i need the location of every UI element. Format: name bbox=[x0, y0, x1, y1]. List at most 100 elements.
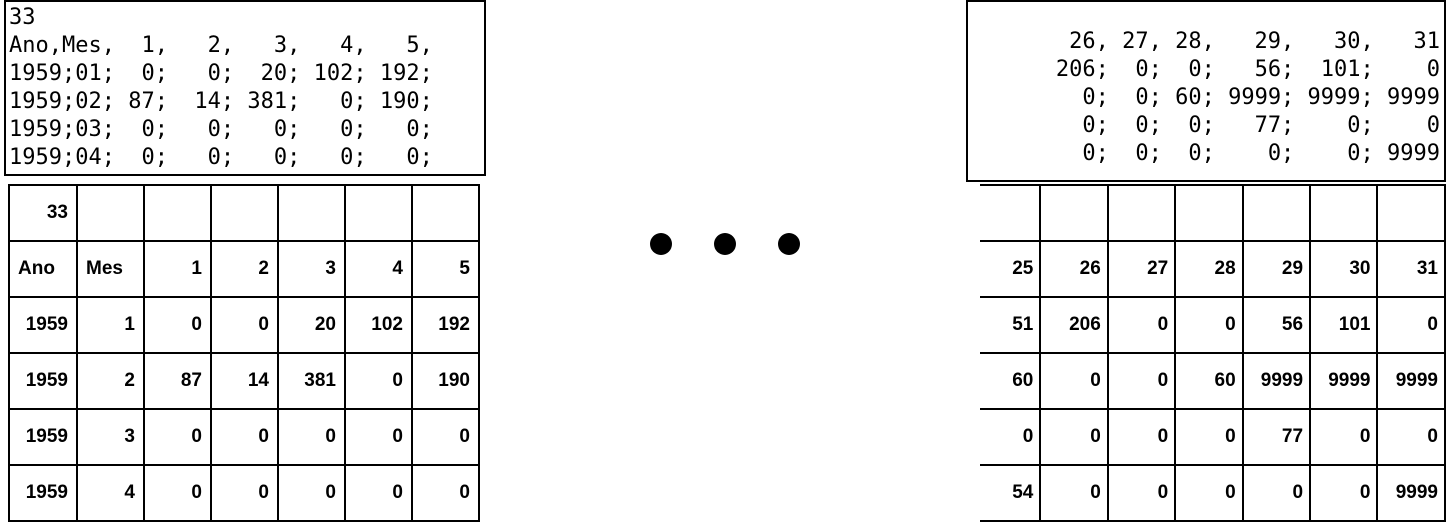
table-cell[interactable]: 27 bbox=[1108, 241, 1175, 297]
table-cell[interactable] bbox=[77, 185, 144, 241]
table-cell[interactable]: 0 bbox=[1310, 409, 1377, 465]
table-cell[interactable]: 29 bbox=[1243, 241, 1310, 297]
table-cell[interactable]: 9999 bbox=[1377, 353, 1445, 409]
table-cell[interactable]: 206 bbox=[1040, 297, 1107, 353]
table-cell[interactable]: 1959 bbox=[9, 409, 77, 465]
table-cell[interactable]: 0 bbox=[1377, 409, 1445, 465]
csv-line: 1959;04; 0; 0; 0; 0; 0; bbox=[9, 144, 484, 172]
table-cell[interactable]: 31 bbox=[1377, 241, 1445, 297]
table-cell[interactable] bbox=[1040, 185, 1107, 241]
table-cell[interactable] bbox=[1310, 185, 1377, 241]
table-cell[interactable]: 0 bbox=[412, 409, 479, 465]
table-cell[interactable] bbox=[211, 185, 278, 241]
table-cell[interactable]: 381 bbox=[278, 353, 345, 409]
table-cell[interactable]: 0 bbox=[1175, 465, 1242, 521]
table-cell[interactable]: 0 bbox=[278, 409, 345, 465]
table-cell[interactable]: 0 bbox=[345, 409, 412, 465]
table-cell[interactable] bbox=[980, 185, 1040, 241]
csv-line: 206; 0; 0; 56; 101; 0 bbox=[968, 56, 1440, 84]
table-cell[interactable]: 1959 bbox=[9, 465, 77, 521]
table-cell[interactable]: 0 bbox=[1108, 353, 1175, 409]
table-cell[interactable] bbox=[144, 185, 211, 241]
table-cell[interactable]: 20 bbox=[278, 297, 345, 353]
table-cell[interactable]: 54 bbox=[980, 465, 1040, 521]
table-cell[interactable]: 0 bbox=[144, 409, 211, 465]
table-cell[interactable] bbox=[412, 185, 479, 241]
table-cell[interactable]: 60 bbox=[980, 353, 1040, 409]
table-cell[interactable]: 3 bbox=[278, 241, 345, 297]
table-cell[interactable]: 0 bbox=[1310, 465, 1377, 521]
table-row: 1959 2 87 14 381 0 190 bbox=[9, 353, 479, 409]
table-cell[interactable] bbox=[1243, 185, 1310, 241]
table-row bbox=[980, 185, 1445, 241]
table-cell[interactable]: 0 bbox=[1243, 465, 1310, 521]
table-cell[interactable]: 0 bbox=[1040, 353, 1107, 409]
table-cell[interactable]: 28 bbox=[1175, 241, 1242, 297]
table-cell[interactable]: 0 bbox=[412, 465, 479, 521]
table-cell[interactable]: 0 bbox=[1108, 465, 1175, 521]
table-row: 60 0 0 60 9999 9999 9999 bbox=[980, 353, 1445, 409]
table-cell[interactable]: 0 bbox=[1377, 297, 1445, 353]
table-cell[interactable]: 30 bbox=[1310, 241, 1377, 297]
table-cell[interactable]: 102 bbox=[345, 297, 412, 353]
table-cell[interactable]: 1959 bbox=[9, 353, 77, 409]
table-cell[interactable]: 3 bbox=[77, 409, 144, 465]
table-cell[interactable]: 190 bbox=[412, 353, 479, 409]
table-cell[interactable]: Ano bbox=[9, 241, 77, 297]
table-cell[interactable]: Mes bbox=[77, 241, 144, 297]
ellipsis-icon bbox=[650, 222, 800, 266]
table-cell[interactable]: 0 bbox=[144, 465, 211, 521]
csv-line: 0; 0; 0; 0; 0; 9999 bbox=[968, 140, 1440, 168]
table-cell[interactable] bbox=[1108, 185, 1175, 241]
table-cell[interactable]: 0 bbox=[1108, 409, 1175, 465]
table-cell[interactable]: 0 bbox=[211, 409, 278, 465]
table-row: 54 0 0 0 0 0 9999 bbox=[980, 465, 1445, 521]
table-cell[interactable]: 192 bbox=[412, 297, 479, 353]
table-cell[interactable]: 51 bbox=[980, 297, 1040, 353]
table-cell[interactable]: 5 bbox=[412, 241, 479, 297]
table-cell[interactable]: 0 bbox=[211, 297, 278, 353]
table-cell[interactable]: 25 bbox=[980, 241, 1040, 297]
table-cell[interactable]: 0 bbox=[278, 465, 345, 521]
table-row: 51 206 0 0 56 101 0 bbox=[980, 297, 1445, 353]
table-cell[interactable]: 2 bbox=[211, 241, 278, 297]
table-cell[interactable]: 1959 bbox=[9, 297, 77, 353]
csv-line: 1959;01; 0; 0; 20; 102; 192; bbox=[9, 60, 484, 88]
table-cell[interactable]: 9999 bbox=[1243, 353, 1310, 409]
table-cell[interactable]: 4 bbox=[77, 465, 144, 521]
table-cell[interactable] bbox=[1175, 185, 1242, 241]
table-cell[interactable]: 4 bbox=[345, 241, 412, 297]
table-cell[interactable]: 33 bbox=[9, 185, 77, 241]
table-cell[interactable]: 2 bbox=[77, 353, 144, 409]
table-cell[interactable]: 0 bbox=[345, 465, 412, 521]
spreadsheet-right: 25 26 27 28 29 30 31 51 206 0 0 56 101 0… bbox=[980, 184, 1446, 522]
table-cell[interactable]: 0 bbox=[1040, 409, 1107, 465]
table-cell[interactable]: 0 bbox=[980, 409, 1040, 465]
spreadsheet-left: 33 Ano Mes 1 2 3 4 5 1959 1 0 0 20 102 1… bbox=[8, 184, 480, 522]
table-cell[interactable] bbox=[1377, 185, 1445, 241]
table-cell[interactable]: 26 bbox=[1040, 241, 1107, 297]
table-cell[interactable]: 101 bbox=[1310, 297, 1377, 353]
csv-line: 1959;02; 87; 14; 381; 0; 190; bbox=[9, 88, 484, 116]
table-cell[interactable]: 0 bbox=[144, 297, 211, 353]
table-cell[interactable]: 87 bbox=[144, 353, 211, 409]
table-cell[interactable] bbox=[278, 185, 345, 241]
table-cell[interactable]: 0 bbox=[1040, 465, 1107, 521]
table-cell[interactable]: 0 bbox=[1108, 297, 1175, 353]
table-cell[interactable]: 60 bbox=[1175, 353, 1242, 409]
table-cell[interactable]: 0 bbox=[1175, 297, 1242, 353]
table-cell[interactable]: 1 bbox=[144, 241, 211, 297]
table-row: 1959 4 0 0 0 0 0 bbox=[9, 465, 479, 521]
csv-text-left-content: 33 Ano,Mes, 1, 2, 3, 4, 5, 1959;01; 0; 0; … bbox=[6, 2, 484, 172]
table-cell[interactable]: 0 bbox=[1175, 409, 1242, 465]
table-cell[interactable]: 9999 bbox=[1377, 465, 1445, 521]
table-cell[interactable]: 14 bbox=[211, 353, 278, 409]
table-cell[interactable]: 1 bbox=[77, 297, 144, 353]
table-cell[interactable]: 0 bbox=[211, 465, 278, 521]
table-cell[interactable]: 9999 bbox=[1310, 353, 1377, 409]
table-cell[interactable]: 77 bbox=[1243, 409, 1310, 465]
dot-icon bbox=[778, 233, 800, 255]
table-cell[interactable]: 0 bbox=[345, 353, 412, 409]
table-cell[interactable]: 56 bbox=[1243, 297, 1310, 353]
table-cell[interactable] bbox=[345, 185, 412, 241]
